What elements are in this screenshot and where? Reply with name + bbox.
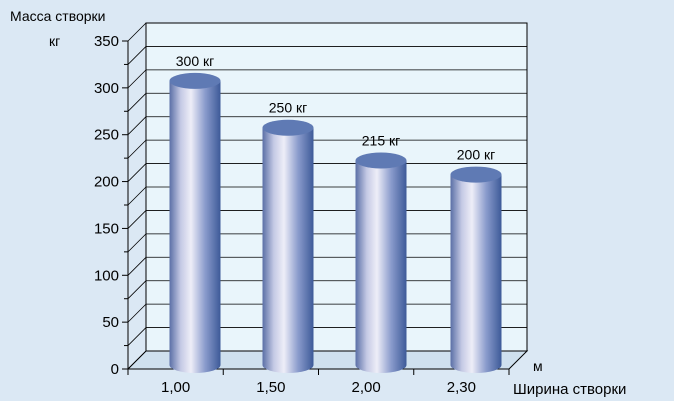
bar-body — [355, 160, 407, 373]
x-axis-title: Ширина створки — [513, 381, 626, 398]
bar-top — [169, 72, 221, 89]
y-tick-label: 150 — [94, 220, 119, 237]
gridline-side — [127, 139, 147, 159]
gridline-side — [127, 22, 147, 42]
data-label: 200 кг — [457, 147, 495, 163]
data-label: 215 кг — [362, 133, 400, 149]
gridline-side — [127, 46, 147, 65]
bar — [169, 72, 221, 373]
x-axis-unit: м — [533, 358, 543, 374]
y-tick-label: 350 — [94, 33, 119, 50]
y-tick-label: 300 — [94, 80, 119, 97]
gridline-side — [127, 116, 147, 135]
bar-top — [450, 166, 502, 183]
data-label: 300 кг — [176, 53, 214, 69]
labels: 0 50 100 150 200 250 300 350 300 кг 1,00 250 кг 1,5… — [94, 33, 495, 396]
x-tick-label: 2,30 — [447, 379, 476, 396]
x-tick-label: 2,00 — [352, 379, 381, 396]
y-axis-unit: кг — [49, 33, 60, 49]
gridline-side — [127, 280, 147, 299]
gridline-side — [127, 350, 147, 370]
x-tick-label: 1,00 — [161, 379, 190, 396]
gridline-side — [127, 303, 147, 323]
bar — [262, 119, 314, 373]
gridline-side — [127, 233, 147, 253]
gridline-side — [127, 93, 147, 112]
bar — [450, 166, 502, 373]
bar — [355, 152, 407, 373]
gridline-side — [127, 163, 147, 182]
bar-top — [355, 152, 407, 169]
gridline-side — [127, 210, 147, 229]
bar-body — [262, 127, 314, 373]
y-tick-label: 250 — [94, 127, 119, 144]
x-tick-label: 1,50 — [256, 379, 285, 396]
gridline-side — [127, 69, 147, 89]
gridline-side — [127, 186, 147, 206]
y-tick-label: 100 — [94, 267, 119, 284]
y-tick-label: 50 — [102, 314, 119, 331]
gridline-side — [127, 257, 147, 276]
data-label: 250 кг — [269, 100, 307, 116]
bars — [169, 72, 502, 373]
bar-body — [450, 174, 502, 373]
gridline-side — [127, 327, 147, 346]
y-tick-label: 200 — [94, 174, 119, 191]
bar-top — [262, 119, 314, 136]
y-tick-label: 0 — [111, 361, 119, 378]
y-axis-title: Масса створки — [10, 8, 106, 24]
bar-body — [169, 80, 221, 373]
